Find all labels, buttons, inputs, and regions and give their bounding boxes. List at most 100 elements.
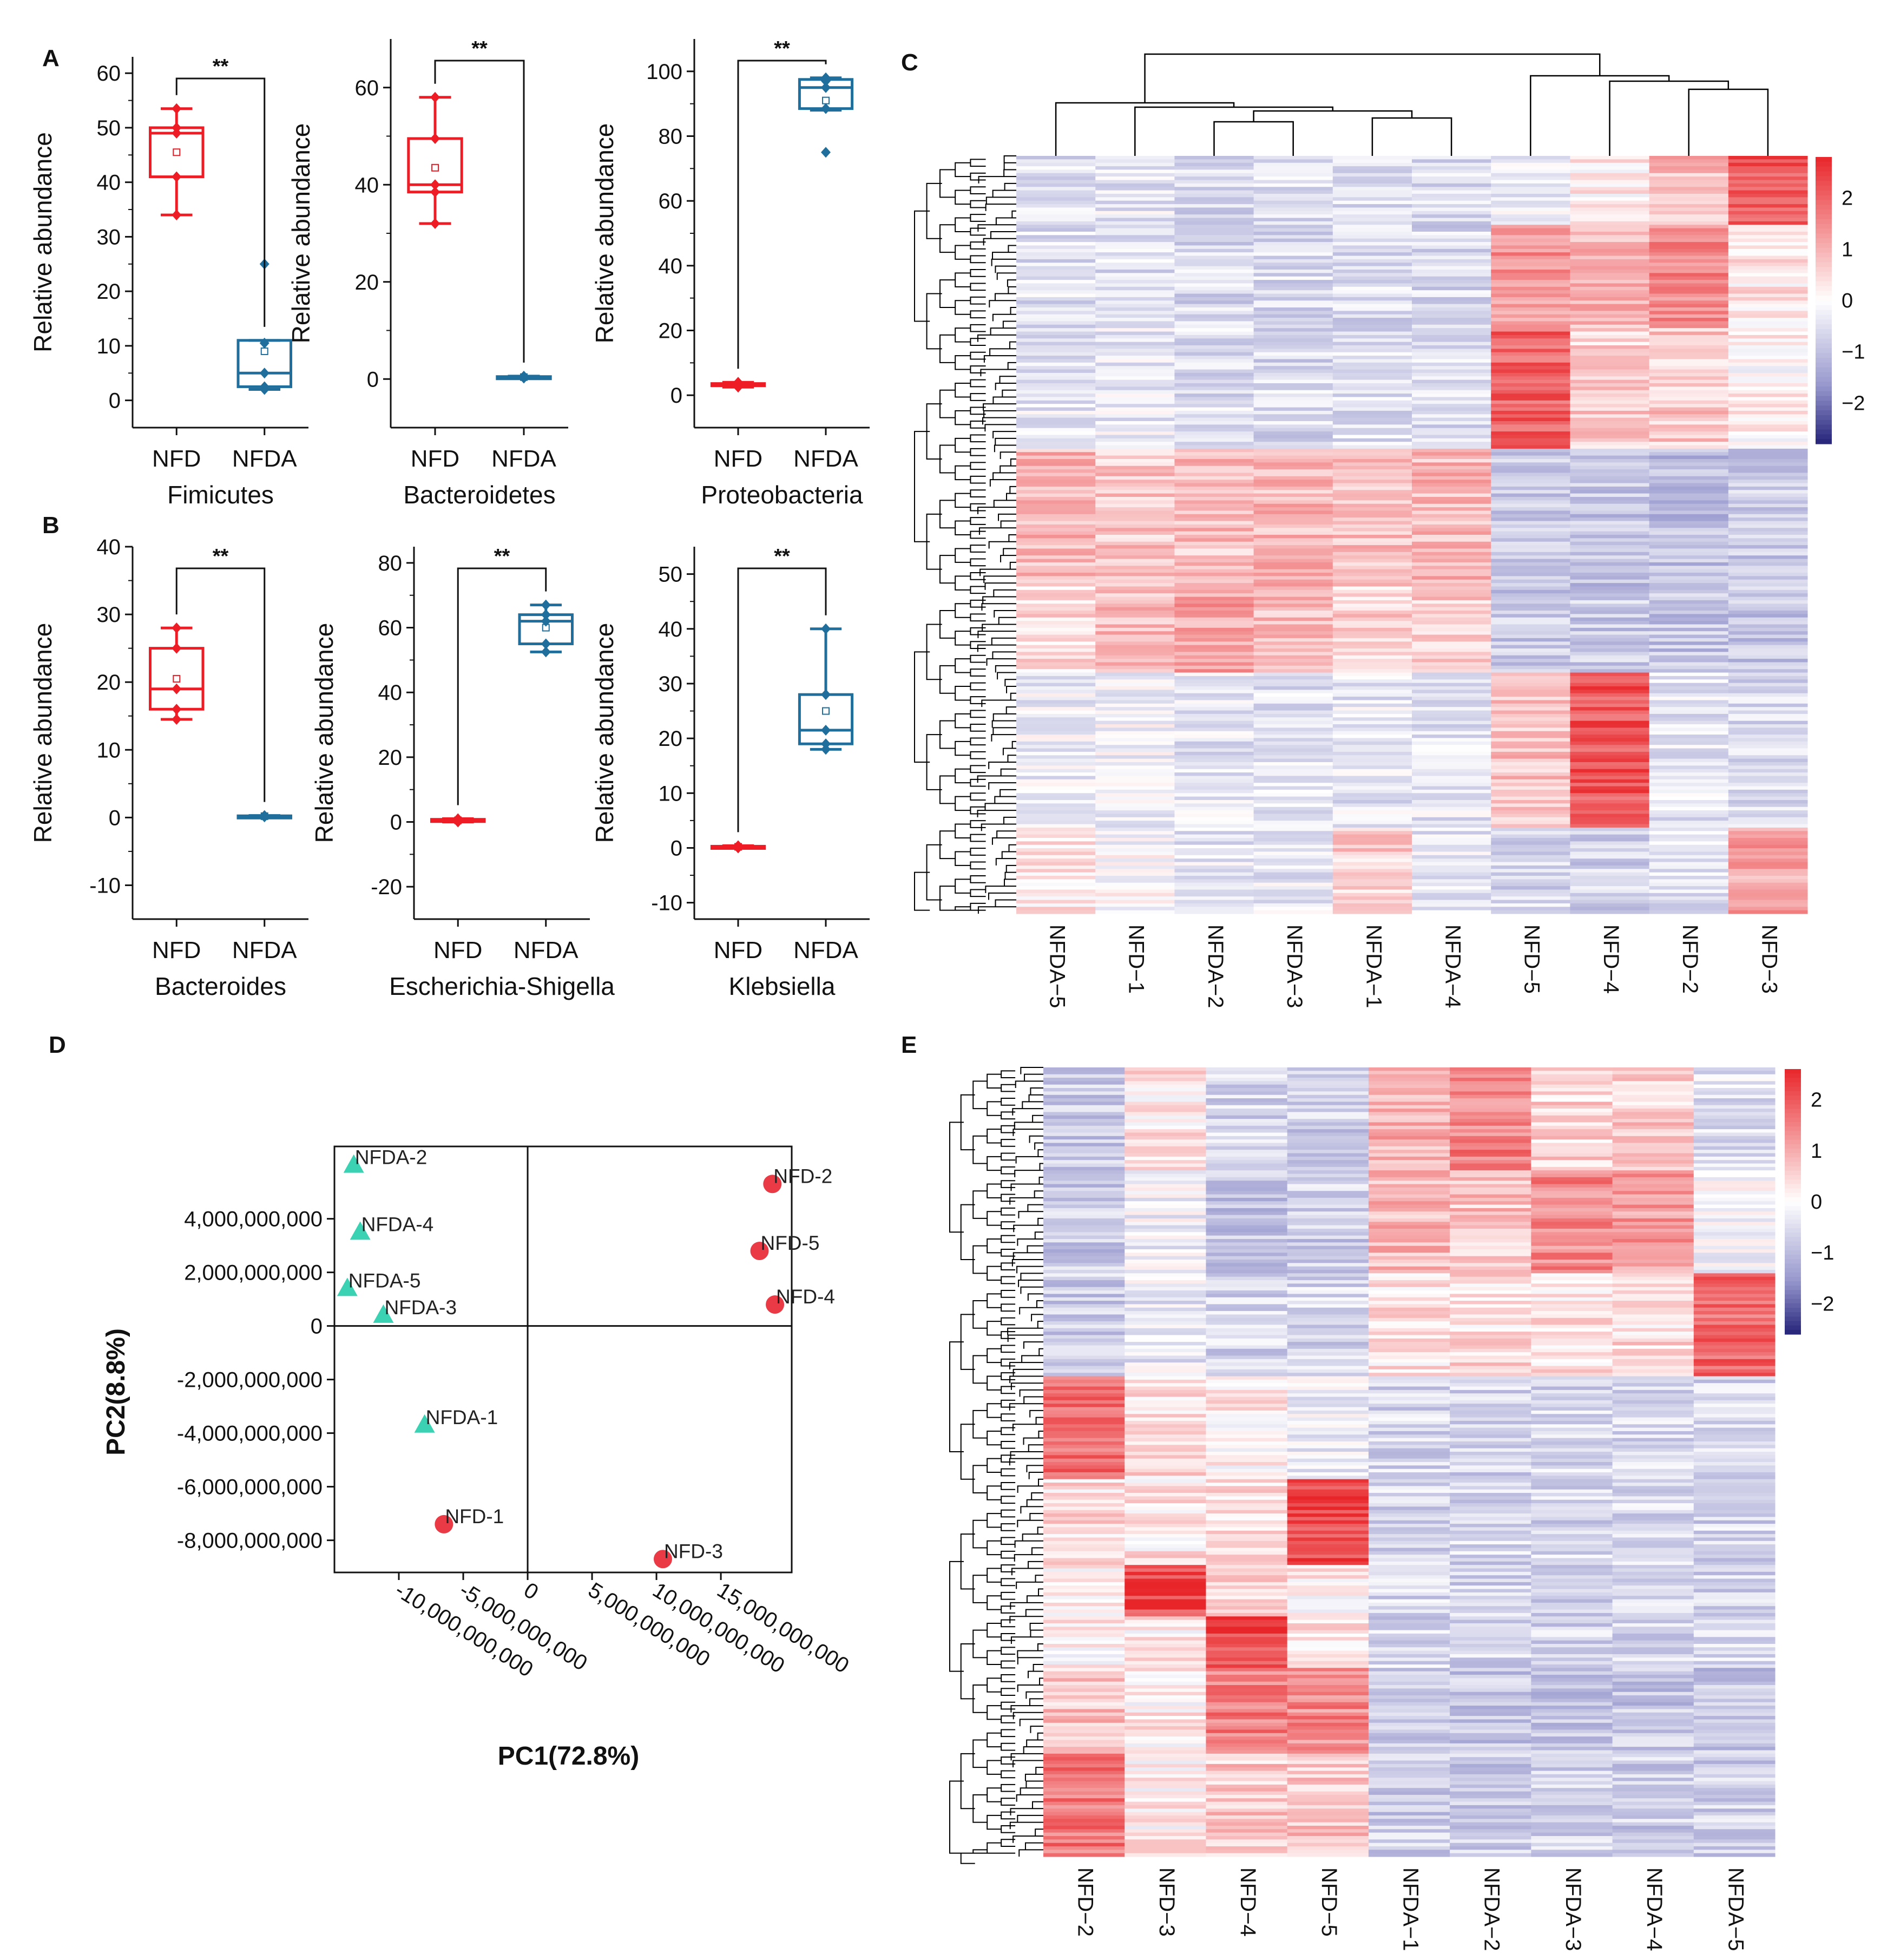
heatmap-cell bbox=[1253, 858, 1333, 863]
heatmap-cell bbox=[1412, 307, 1491, 311]
heatmap-cell bbox=[1043, 1819, 1125, 1823]
heatmap-cell bbox=[1368, 1109, 1450, 1112]
heatmap-cell bbox=[1206, 1602, 1288, 1607]
heatmap-cell bbox=[1531, 1132, 1613, 1137]
heatmap-cell bbox=[1125, 1788, 1206, 1792]
heatmap-cell bbox=[1174, 669, 1254, 673]
heatmap-cell bbox=[1095, 827, 1175, 831]
heatmap-cell bbox=[1693, 1325, 1776, 1329]
heatmap-cell bbox=[1368, 1246, 1450, 1250]
heatmap-cell bbox=[1612, 1764, 1694, 1768]
heatmap-cell bbox=[1570, 414, 1650, 418]
heatmap-cell bbox=[1174, 156, 1254, 160]
heatmap-cell bbox=[1095, 621, 1175, 625]
heatmap-cell bbox=[1016, 452, 1096, 456]
heatmap-cell bbox=[1125, 1472, 1206, 1476]
heatmap-cell bbox=[1728, 283, 1808, 287]
heatmap-cell bbox=[1332, 776, 1412, 780]
heatmap-cell bbox=[1412, 889, 1491, 894]
heatmap-cell bbox=[1016, 435, 1096, 439]
heatmap-cell bbox=[1693, 1486, 1776, 1490]
heatmap-cell bbox=[1450, 1228, 1531, 1233]
heatmap-cell bbox=[1531, 1228, 1613, 1233]
heatmap-cell bbox=[1450, 1338, 1531, 1342]
heatmap-cell bbox=[1450, 1393, 1531, 1398]
heatmap-cell bbox=[1095, 896, 1175, 901]
heatmap-cell bbox=[1570, 369, 1650, 373]
heatmap-cell bbox=[1693, 1561, 1776, 1565]
heatmap-cell bbox=[1649, 686, 1729, 690]
heatmap-cell bbox=[1450, 1483, 1531, 1486]
heatmap-cell bbox=[1728, 586, 1808, 591]
heatmap-cell bbox=[1253, 611, 1333, 614]
heatmap-cell bbox=[1531, 1441, 1613, 1445]
heatmap-cell bbox=[1728, 748, 1808, 752]
heatmap-cell bbox=[1287, 1565, 1369, 1569]
heatmap-cell bbox=[1016, 448, 1096, 453]
heatmap-cell bbox=[1016, 638, 1096, 642]
heatmap-cell bbox=[1043, 1379, 1125, 1384]
heatmap-cell bbox=[1368, 1496, 1450, 1500]
heatmap-cell bbox=[1206, 1771, 1288, 1775]
heatmap-cell bbox=[1125, 1222, 1206, 1226]
heatmap-cell bbox=[1728, 796, 1808, 801]
heatmap-cell bbox=[1174, 166, 1254, 170]
heatmap-cell bbox=[1531, 1345, 1613, 1349]
heatmap-cell bbox=[1728, 844, 1808, 849]
heatmap-cell bbox=[1531, 1493, 1613, 1497]
heatmap-cell bbox=[1570, 755, 1650, 759]
colorbar-tick-label: 0 bbox=[1842, 290, 1853, 312]
chart-title: Fimicutes bbox=[167, 481, 274, 509]
heatmap-cell bbox=[1368, 1794, 1450, 1799]
heatmap-cell bbox=[1174, 627, 1254, 632]
colorbar-swatch bbox=[1785, 1233, 1801, 1237]
heatmap-cell bbox=[1125, 1791, 1206, 1795]
heatmap-cell bbox=[1043, 1555, 1125, 1558]
heatmap-cell bbox=[1095, 641, 1175, 646]
heatmap-cell bbox=[1368, 1630, 1450, 1634]
heatmap-cell bbox=[1016, 741, 1096, 745]
heatmap-cell bbox=[1450, 1119, 1531, 1123]
heatmap-cell bbox=[1206, 1534, 1288, 1538]
colorbar-swatch bbox=[1785, 1188, 1801, 1194]
heatmap-cell bbox=[1570, 659, 1650, 663]
heatmap-cell bbox=[1570, 655, 1650, 659]
heatmap-cell bbox=[1206, 1575, 1288, 1579]
heatmap-cell bbox=[1531, 1215, 1613, 1219]
heatmap-cell bbox=[1491, 252, 1570, 257]
heatmap-cell bbox=[1043, 1551, 1125, 1555]
heatmap-cell bbox=[1206, 1699, 1288, 1703]
heatmap-cell bbox=[1649, 617, 1729, 621]
heatmap-cell bbox=[1491, 879, 1570, 883]
heatmap-cell bbox=[1287, 1530, 1369, 1535]
heatmap-cell bbox=[1531, 1139, 1613, 1143]
heatmap-cell bbox=[1368, 1771, 1450, 1775]
heatmap-cell bbox=[1287, 1304, 1369, 1308]
heatmap-cell bbox=[1016, 424, 1096, 429]
heatmap-cell bbox=[1287, 1263, 1369, 1267]
heatmap-cell bbox=[1412, 431, 1491, 435]
heatmap-cell bbox=[1206, 1733, 1288, 1737]
heatmap-cell bbox=[1612, 1661, 1694, 1665]
heatmap-cell bbox=[1412, 552, 1491, 556]
heatmap-cell bbox=[1253, 245, 1333, 250]
dendrogram-branches bbox=[914, 159, 986, 911]
heatmap-cell bbox=[1206, 1722, 1288, 1727]
heatmap-cell bbox=[1450, 1404, 1531, 1408]
heatmap-cell bbox=[1570, 538, 1650, 542]
heatmap-cell bbox=[1368, 1822, 1450, 1826]
heatmap-cell bbox=[1332, 248, 1412, 253]
heatmap-cell bbox=[1174, 910, 1254, 914]
heatmap-cell bbox=[1206, 1829, 1288, 1833]
heatmap-cell bbox=[1206, 1578, 1288, 1583]
heatmap-cell bbox=[1728, 889, 1808, 894]
heatmap-cell bbox=[1412, 480, 1491, 484]
heatmap-cell bbox=[1016, 889, 1096, 894]
heatmap-cell bbox=[1332, 417, 1412, 422]
heatmap-cell bbox=[1125, 1174, 1206, 1178]
heatmap-cell bbox=[1570, 548, 1650, 553]
heatmap-cell bbox=[1125, 1420, 1206, 1425]
heatmap-cell bbox=[1125, 1362, 1206, 1367]
heatmap-cell bbox=[1332, 169, 1412, 174]
heatmap-cell bbox=[1043, 1853, 1125, 1857]
